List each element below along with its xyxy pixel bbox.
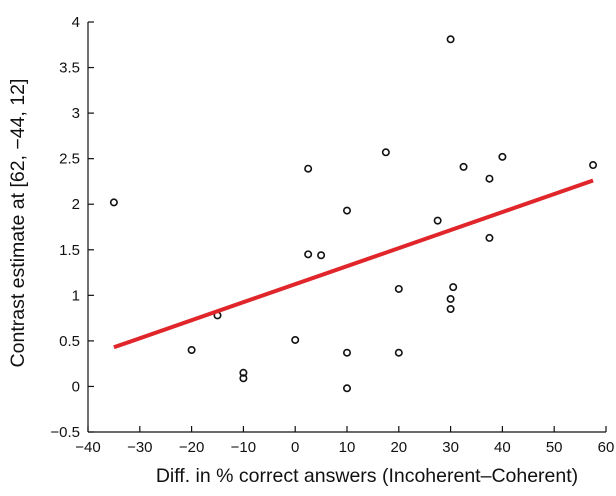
data-point [449,283,458,292]
axes [87,22,606,433]
x-tick-label: −20 [179,439,204,456]
data-point [446,304,455,313]
data-point [394,348,403,357]
x-tick-label: 50 [546,439,563,456]
y-tick-label: 4 [72,14,80,31]
data-point [239,368,248,377]
data-point [394,284,403,293]
data-point [239,374,248,383]
y-tick-label: 3 [72,105,80,122]
regression-line [113,178,594,350]
y-tick-label: 3.5 [59,60,80,77]
data-point [342,206,351,215]
data-point [589,161,598,170]
y-tick-label: 1.5 [59,242,80,259]
y-ticks: −0.5 0 0.5 1 1.5 2 2.5 3 3.5 4 [50,14,94,441]
data-point [304,164,313,173]
x-tick-label: 40 [494,439,511,456]
x-tick-label: −40 [75,439,100,456]
x-tick-label: −10 [231,439,256,456]
data-point [304,250,313,259]
data-point [459,162,468,171]
x-tick-label: 20 [390,439,407,456]
regression-line-group [113,178,594,350]
data-point [433,216,442,225]
data-point [291,335,300,344]
data-point [342,384,351,393]
x-ticks: −40 −30 −20 −10 0 10 20 30 40 50 60 [75,426,614,456]
x-tick-label: 10 [339,439,356,456]
data-point [187,345,196,354]
y-tick-label: 1 [72,287,80,304]
data-point [485,174,494,183]
y-tick-label: 2.5 [59,151,80,168]
y-tick-label: −0.5 [50,424,80,441]
x-axis-title: Diff. in % correct answers (Incoherent–C… [156,465,578,487]
data-point [446,294,455,303]
data-point [446,35,455,44]
y-tick-label: 0.5 [59,333,80,350]
x-tick-label: −30 [127,439,152,456]
y-axis-title: Contrast estimate at [62, −44, 12] [7,79,29,368]
data-point [109,198,118,207]
data-points [109,35,598,393]
data-point [381,148,390,157]
x-tick-label: 0 [291,439,299,456]
data-point [485,233,494,242]
x-tick-label: 30 [442,439,459,456]
data-point [498,152,507,161]
data-point [317,251,326,260]
x-tick-label: 60 [598,439,615,456]
y-tick-label: 2 [72,196,80,213]
data-point [342,348,351,357]
y-tick-label: 0 [72,378,80,395]
